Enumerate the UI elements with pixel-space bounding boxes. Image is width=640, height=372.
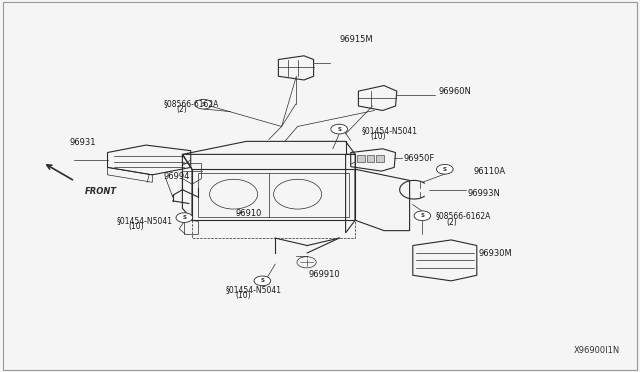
Circle shape xyxy=(254,276,271,286)
Text: (10): (10) xyxy=(370,132,385,141)
Text: 969910: 969910 xyxy=(308,270,340,279)
Circle shape xyxy=(176,213,193,222)
Text: FRONT: FRONT xyxy=(84,187,116,196)
Text: 96960N: 96960N xyxy=(438,87,471,96)
Text: 96110A: 96110A xyxy=(474,167,506,176)
Text: §08566-6162A: §08566-6162A xyxy=(163,99,219,108)
Text: 96930M: 96930M xyxy=(479,249,513,258)
Text: §01454-N5041: §01454-N5041 xyxy=(225,285,282,294)
Text: 96910: 96910 xyxy=(236,209,262,218)
Text: S: S xyxy=(182,215,186,220)
Text: (2): (2) xyxy=(176,105,187,114)
Text: §01454-N5041: §01454-N5041 xyxy=(116,216,173,225)
Bar xyxy=(376,155,384,162)
Text: 96993N: 96993N xyxy=(467,189,500,198)
Text: §08566-6162A: §08566-6162A xyxy=(435,211,491,220)
Text: (10): (10) xyxy=(236,291,251,300)
Text: (2): (2) xyxy=(447,218,458,227)
Circle shape xyxy=(414,211,431,221)
Text: S: S xyxy=(443,167,447,172)
Bar xyxy=(367,155,374,162)
Circle shape xyxy=(436,164,453,174)
Text: 96931: 96931 xyxy=(69,138,95,147)
Text: (10): (10) xyxy=(128,222,143,231)
Text: §01454-N5041: §01454-N5041 xyxy=(362,126,417,135)
Text: 96994: 96994 xyxy=(163,172,189,181)
Text: 96950F: 96950F xyxy=(403,154,435,163)
Text: S: S xyxy=(420,213,424,218)
Circle shape xyxy=(195,99,212,109)
Text: S: S xyxy=(337,126,341,132)
Text: 96915M: 96915M xyxy=(339,35,373,44)
Text: S: S xyxy=(202,102,205,107)
Text: X96900I1N: X96900I1N xyxy=(573,346,620,355)
Text: S: S xyxy=(260,278,264,283)
Circle shape xyxy=(331,124,348,134)
Bar xyxy=(357,155,365,162)
